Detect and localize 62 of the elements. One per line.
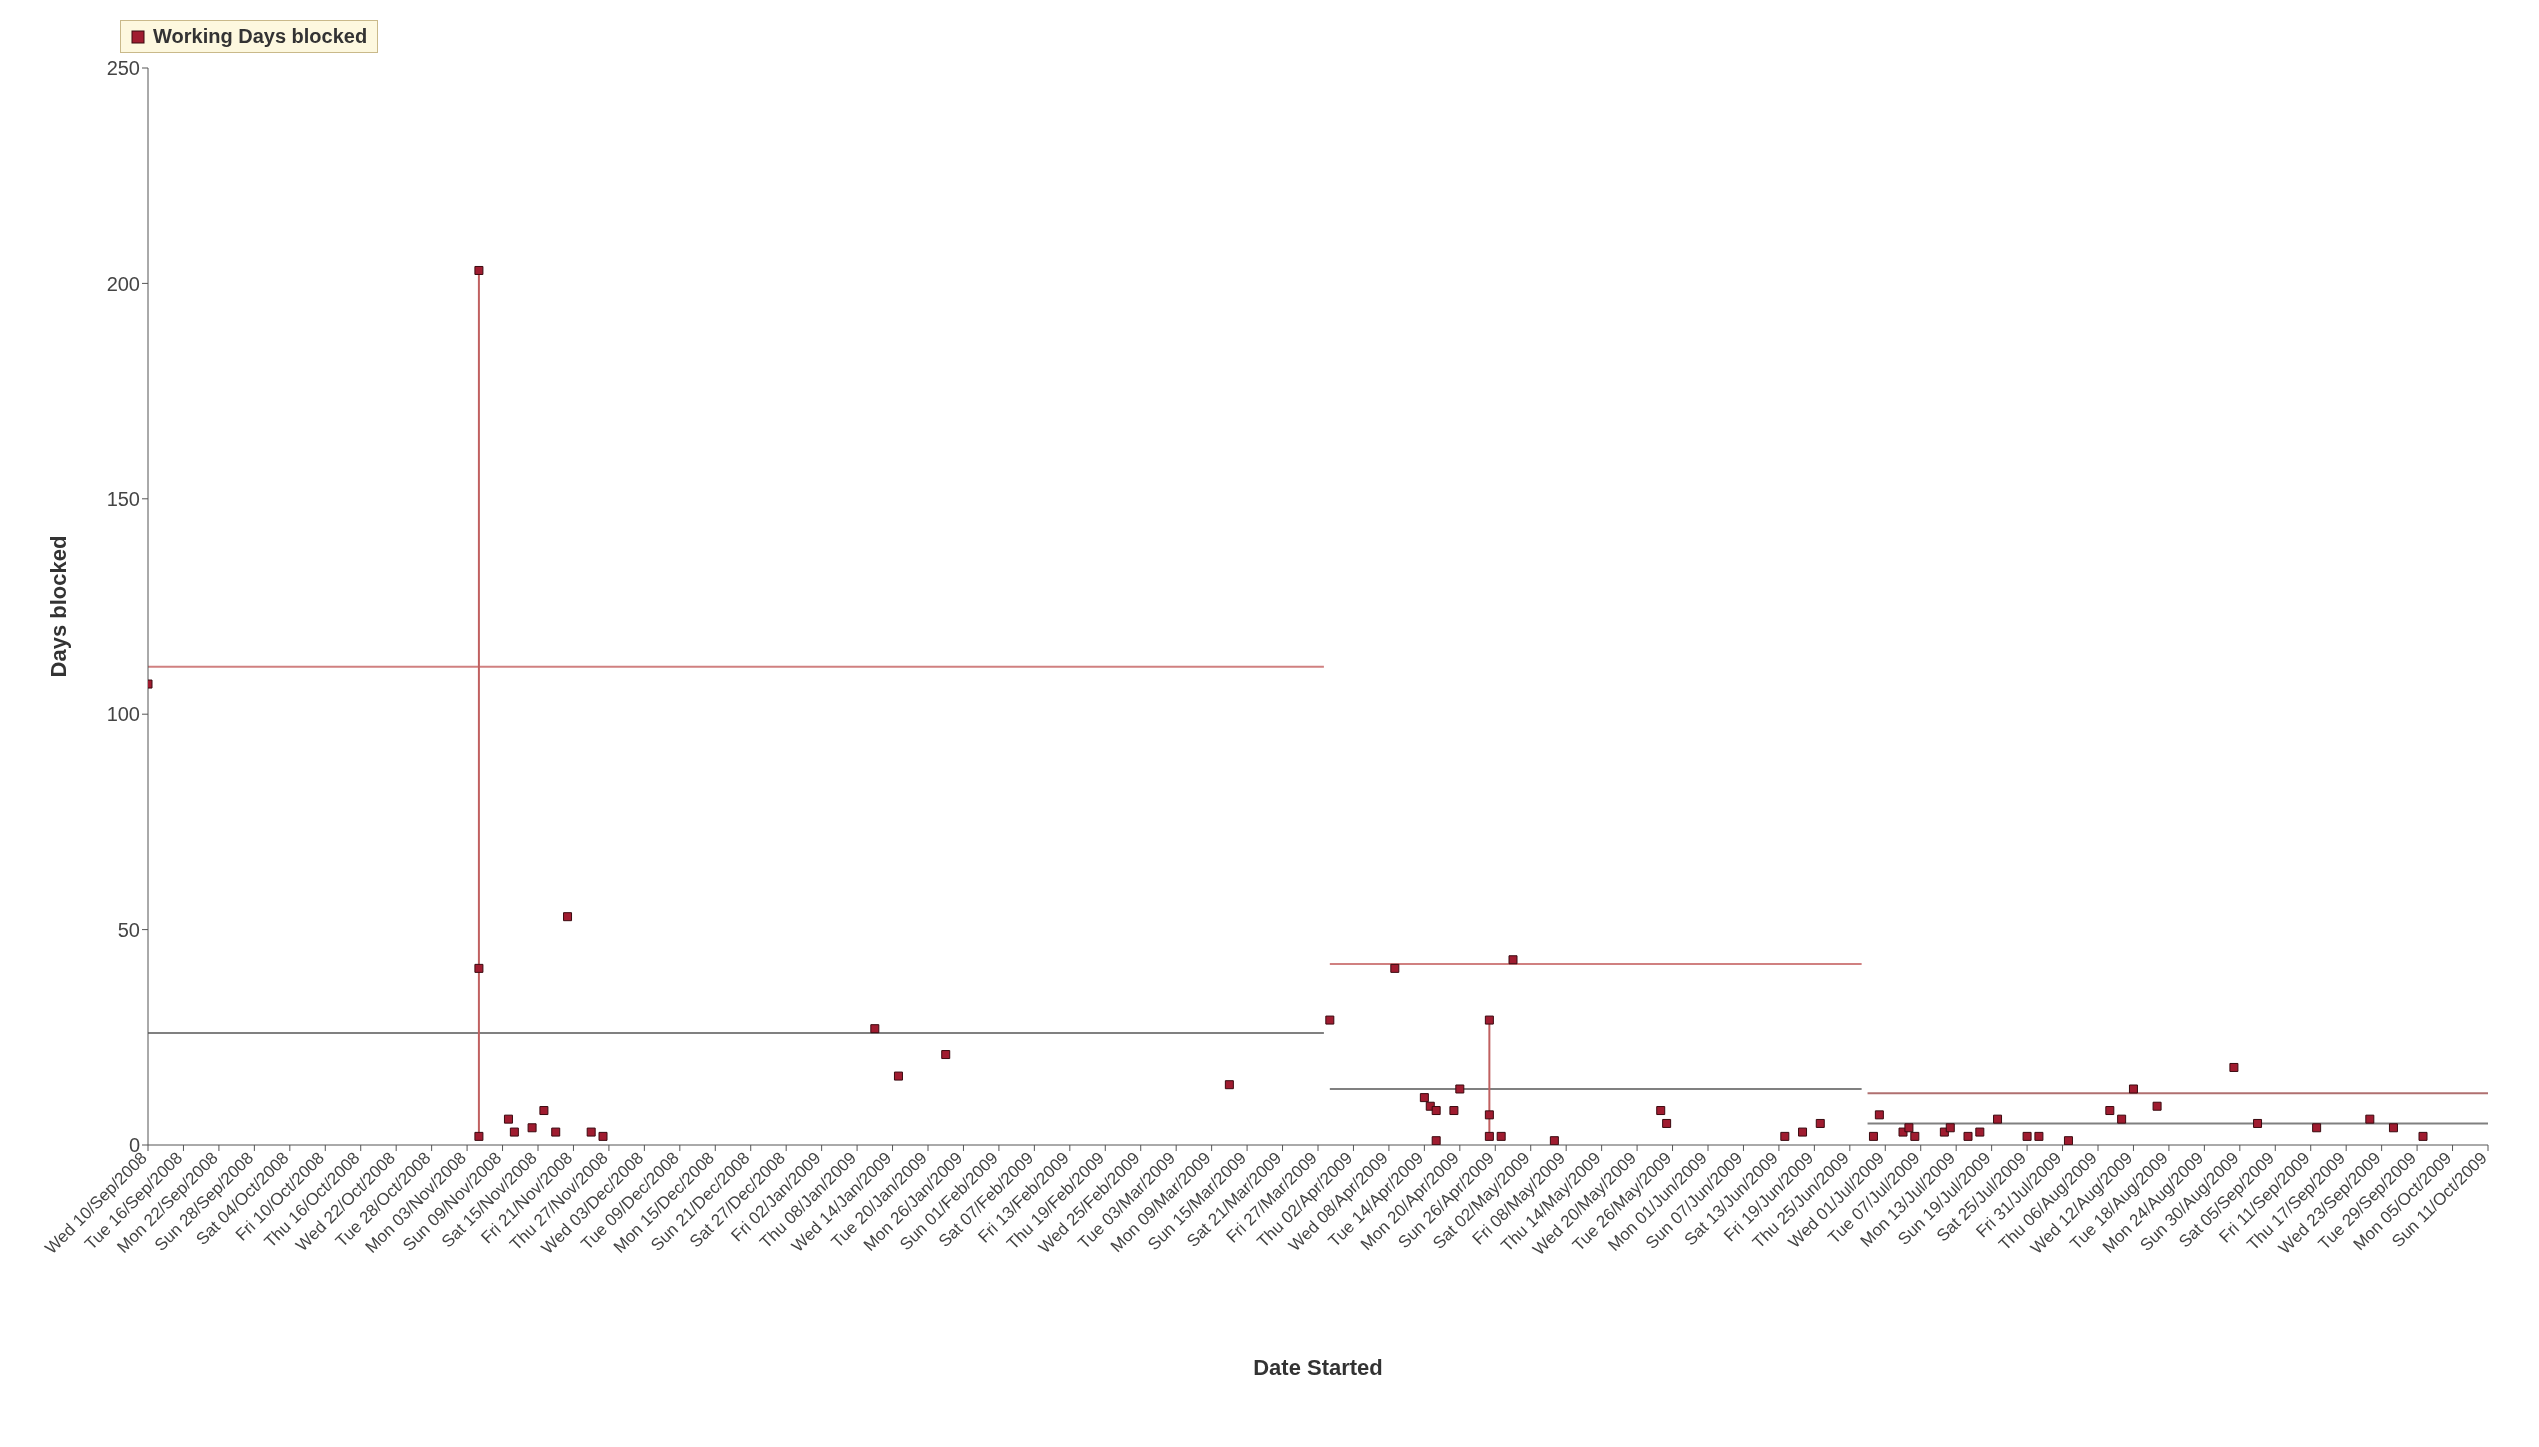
point <box>1798 1127 1808 1137</box>
point <box>1874 1110 1884 1120</box>
point <box>2034 1131 2044 1141</box>
point <box>1910 1131 1920 1141</box>
point <box>1484 1015 1494 1025</box>
point <box>2152 1101 2162 1111</box>
point <box>1484 1131 1494 1141</box>
point <box>870 1024 880 1034</box>
y-tick-label: 250 <box>106 57 140 80</box>
point <box>2253 1118 2263 1128</box>
point <box>2063 1136 2073 1145</box>
y-tick-label: 200 <box>106 272 140 295</box>
point <box>527 1123 537 1133</box>
point <box>474 963 484 973</box>
point <box>1780 1131 1790 1141</box>
point <box>563 912 573 922</box>
legend-label: Working Days blocked <box>152 25 368 48</box>
point <box>1325 1015 1335 1025</box>
point <box>1224 1080 1234 1090</box>
point <box>2105 1106 2115 1116</box>
point <box>1904 1123 1914 1133</box>
point <box>1431 1136 1441 1145</box>
point <box>598 1131 608 1141</box>
point <box>2418 1131 2428 1141</box>
point <box>941 1050 951 1060</box>
point <box>539 1106 549 1116</box>
point <box>1662 1118 1672 1128</box>
point <box>474 1131 484 1141</box>
point <box>551 1127 561 1137</box>
point <box>1455 1084 1465 1094</box>
point <box>1868 1131 1878 1141</box>
point <box>893 1071 903 1081</box>
point <box>1508 955 1518 965</box>
point <box>2229 1062 2239 1072</box>
point <box>1496 1131 1506 1141</box>
point <box>2128 1084 2138 1094</box>
point <box>586 1127 596 1137</box>
point <box>1449 1106 1459 1116</box>
point <box>1549 1136 1559 1145</box>
point <box>1431 1106 1441 1116</box>
point <box>509 1127 519 1137</box>
x-axis-title: Date Started <box>1253 1355 1383 1380</box>
point <box>1963 1131 1973 1141</box>
point <box>2312 1123 2322 1133</box>
point <box>1945 1123 1955 1133</box>
point <box>503 1114 513 1124</box>
point <box>1815 1118 1825 1128</box>
y-tick-label: 50 <box>117 918 140 941</box>
point <box>474 265 484 275</box>
point <box>2365 1114 2375 1124</box>
point <box>1656 1106 1666 1116</box>
y-tick-label: 100 <box>106 703 140 726</box>
point <box>1993 1114 2003 1124</box>
y-axis-title: Days blocked <box>45 535 71 678</box>
point <box>1390 963 1400 973</box>
y-tick-label: 150 <box>106 487 140 510</box>
point <box>2117 1114 2127 1124</box>
point <box>2388 1123 2398 1133</box>
point <box>1419 1093 1429 1103</box>
point <box>1975 1127 1985 1137</box>
point <box>2022 1131 2032 1141</box>
point <box>1484 1110 1494 1120</box>
